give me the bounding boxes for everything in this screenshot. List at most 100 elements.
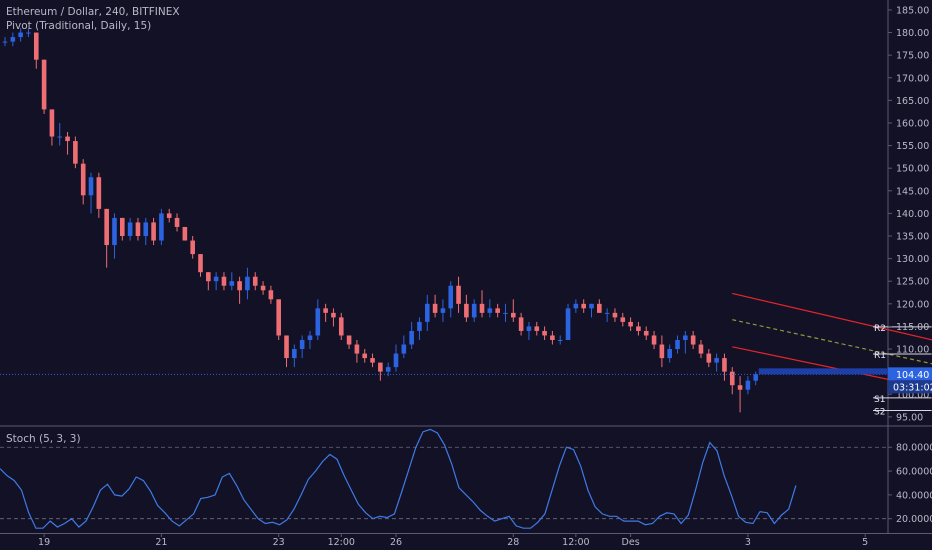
candle-body [471, 303, 477, 318]
candle-body [542, 330, 547, 336]
candle-body [49, 109, 55, 137]
stoch-tick-label: 20.0000 [896, 514, 932, 525]
price-tick-label: 175.00 [896, 51, 929, 62]
candle-body [565, 308, 571, 340]
candle-body [307, 335, 313, 340]
candle-body [331, 312, 336, 318]
time-tick-label: 12:00 [562, 537, 589, 548]
candle-body [213, 276, 219, 282]
candle-body [2, 41, 8, 43]
candle-body [667, 349, 672, 359]
price-tick-label: 145.00 [896, 186, 929, 197]
candle-body [534, 326, 540, 331]
candle-body [698, 344, 704, 354]
candle-body [440, 308, 446, 313]
price-tick-label: 150.00 [896, 164, 929, 175]
current-price-tag [888, 367, 932, 381]
countdown-tag [888, 380, 932, 394]
stoch-indicator-label[interactable]: Stoch (5, 3, 3) [6, 433, 81, 445]
candle-body [409, 330, 414, 345]
candle-body [252, 276, 258, 286]
candle-body [33, 32, 39, 60]
stoch-layer [0, 428, 888, 529]
price-tick-label: 125.00 [896, 277, 929, 288]
candle-body [573, 303, 579, 309]
candle-body [96, 177, 102, 209]
price-tick-label: 115.00 [896, 322, 929, 333]
price-tick-label: 180.00 [896, 28, 929, 39]
pivot-indicator-label[interactable]: Pivot (Traditional, Daily, 15) [6, 20, 152, 32]
candle-body [73, 141, 78, 164]
candle-body [80, 163, 86, 196]
candle-body [424, 303, 430, 322]
stoch-tick-label: 60.0000 [896, 467, 932, 478]
candle-body [65, 136, 70, 142]
candle-body [143, 222, 149, 237]
candle-body [166, 213, 172, 218]
price-tick-label: 170.00 [896, 73, 929, 84]
candle-body [550, 335, 555, 340]
candle-body [182, 226, 188, 241]
candle-body [589, 303, 594, 309]
time-tick-label: 19 [38, 537, 50, 548]
candle-body [268, 290, 274, 300]
candle-body [88, 177, 94, 196]
candle-body [401, 344, 407, 354]
price-tick-label: 130.00 [896, 254, 929, 265]
candle-body [643, 330, 649, 336]
channel-mid-line [732, 319, 932, 365]
candle-body [190, 240, 195, 255]
price-tick-label: 95.00 [896, 412, 923, 423]
candle-body [620, 317, 626, 322]
candle-body [338, 317, 344, 336]
grid-layer [0, 0, 932, 534]
candle-body [151, 222, 156, 241]
candle-body [604, 312, 610, 314]
channel-upper-line [732, 292, 932, 341]
candle-body [221, 276, 227, 286]
candle-body [448, 285, 454, 309]
price-tick-label: 160.00 [896, 118, 929, 129]
candle-body [495, 308, 500, 313]
candle-body [276, 299, 281, 336]
candle-body [198, 254, 203, 273]
candle-body [722, 358, 727, 372]
time-tick-label: 23 [273, 537, 285, 548]
candle-body [378, 362, 383, 372]
candles-layer [0, 28, 888, 413]
candle-body [511, 312, 516, 318]
axes-layer: 185.00 180.00 175.00 170.00 165.00 160.00 155.… [38, 5, 932, 548]
candle-body [284, 335, 289, 359]
candle-body [315, 308, 321, 336]
candle-body [299, 340, 305, 350]
candle-body [354, 344, 360, 354]
stoch-tick-label: 80.0000 [896, 443, 932, 454]
price-tick-label: 155.00 [896, 141, 929, 152]
candle-body [526, 326, 532, 331]
candle-body [729, 371, 735, 386]
candle-body [479, 303, 485, 313]
candle-body [57, 136, 63, 138]
pivot-label-s1: S1 [874, 395, 885, 405]
time-tick-label: 5 [862, 537, 868, 548]
candle-body [385, 367, 391, 372]
stoch-tick-label: 40.0000 [896, 490, 932, 501]
candle-body [362, 353, 368, 359]
price-tick-label: 120.00 [896, 299, 929, 310]
candle-body [127, 222, 133, 237]
pivot-label-r1: R1 [874, 351, 886, 361]
candle-body [260, 285, 266, 291]
candle-body [417, 321, 422, 331]
candle-body [370, 358, 375, 363]
candle-body [346, 335, 352, 345]
candle-body [112, 217, 117, 246]
candle-body [597, 303, 602, 313]
candle-body [675, 340, 680, 350]
candle-body [159, 213, 164, 241]
last-price-highlight [758, 368, 888, 375]
candle-body [612, 312, 618, 318]
candle-body [237, 281, 242, 291]
candle-body [753, 374, 759, 381]
candle-body [683, 335, 688, 340]
